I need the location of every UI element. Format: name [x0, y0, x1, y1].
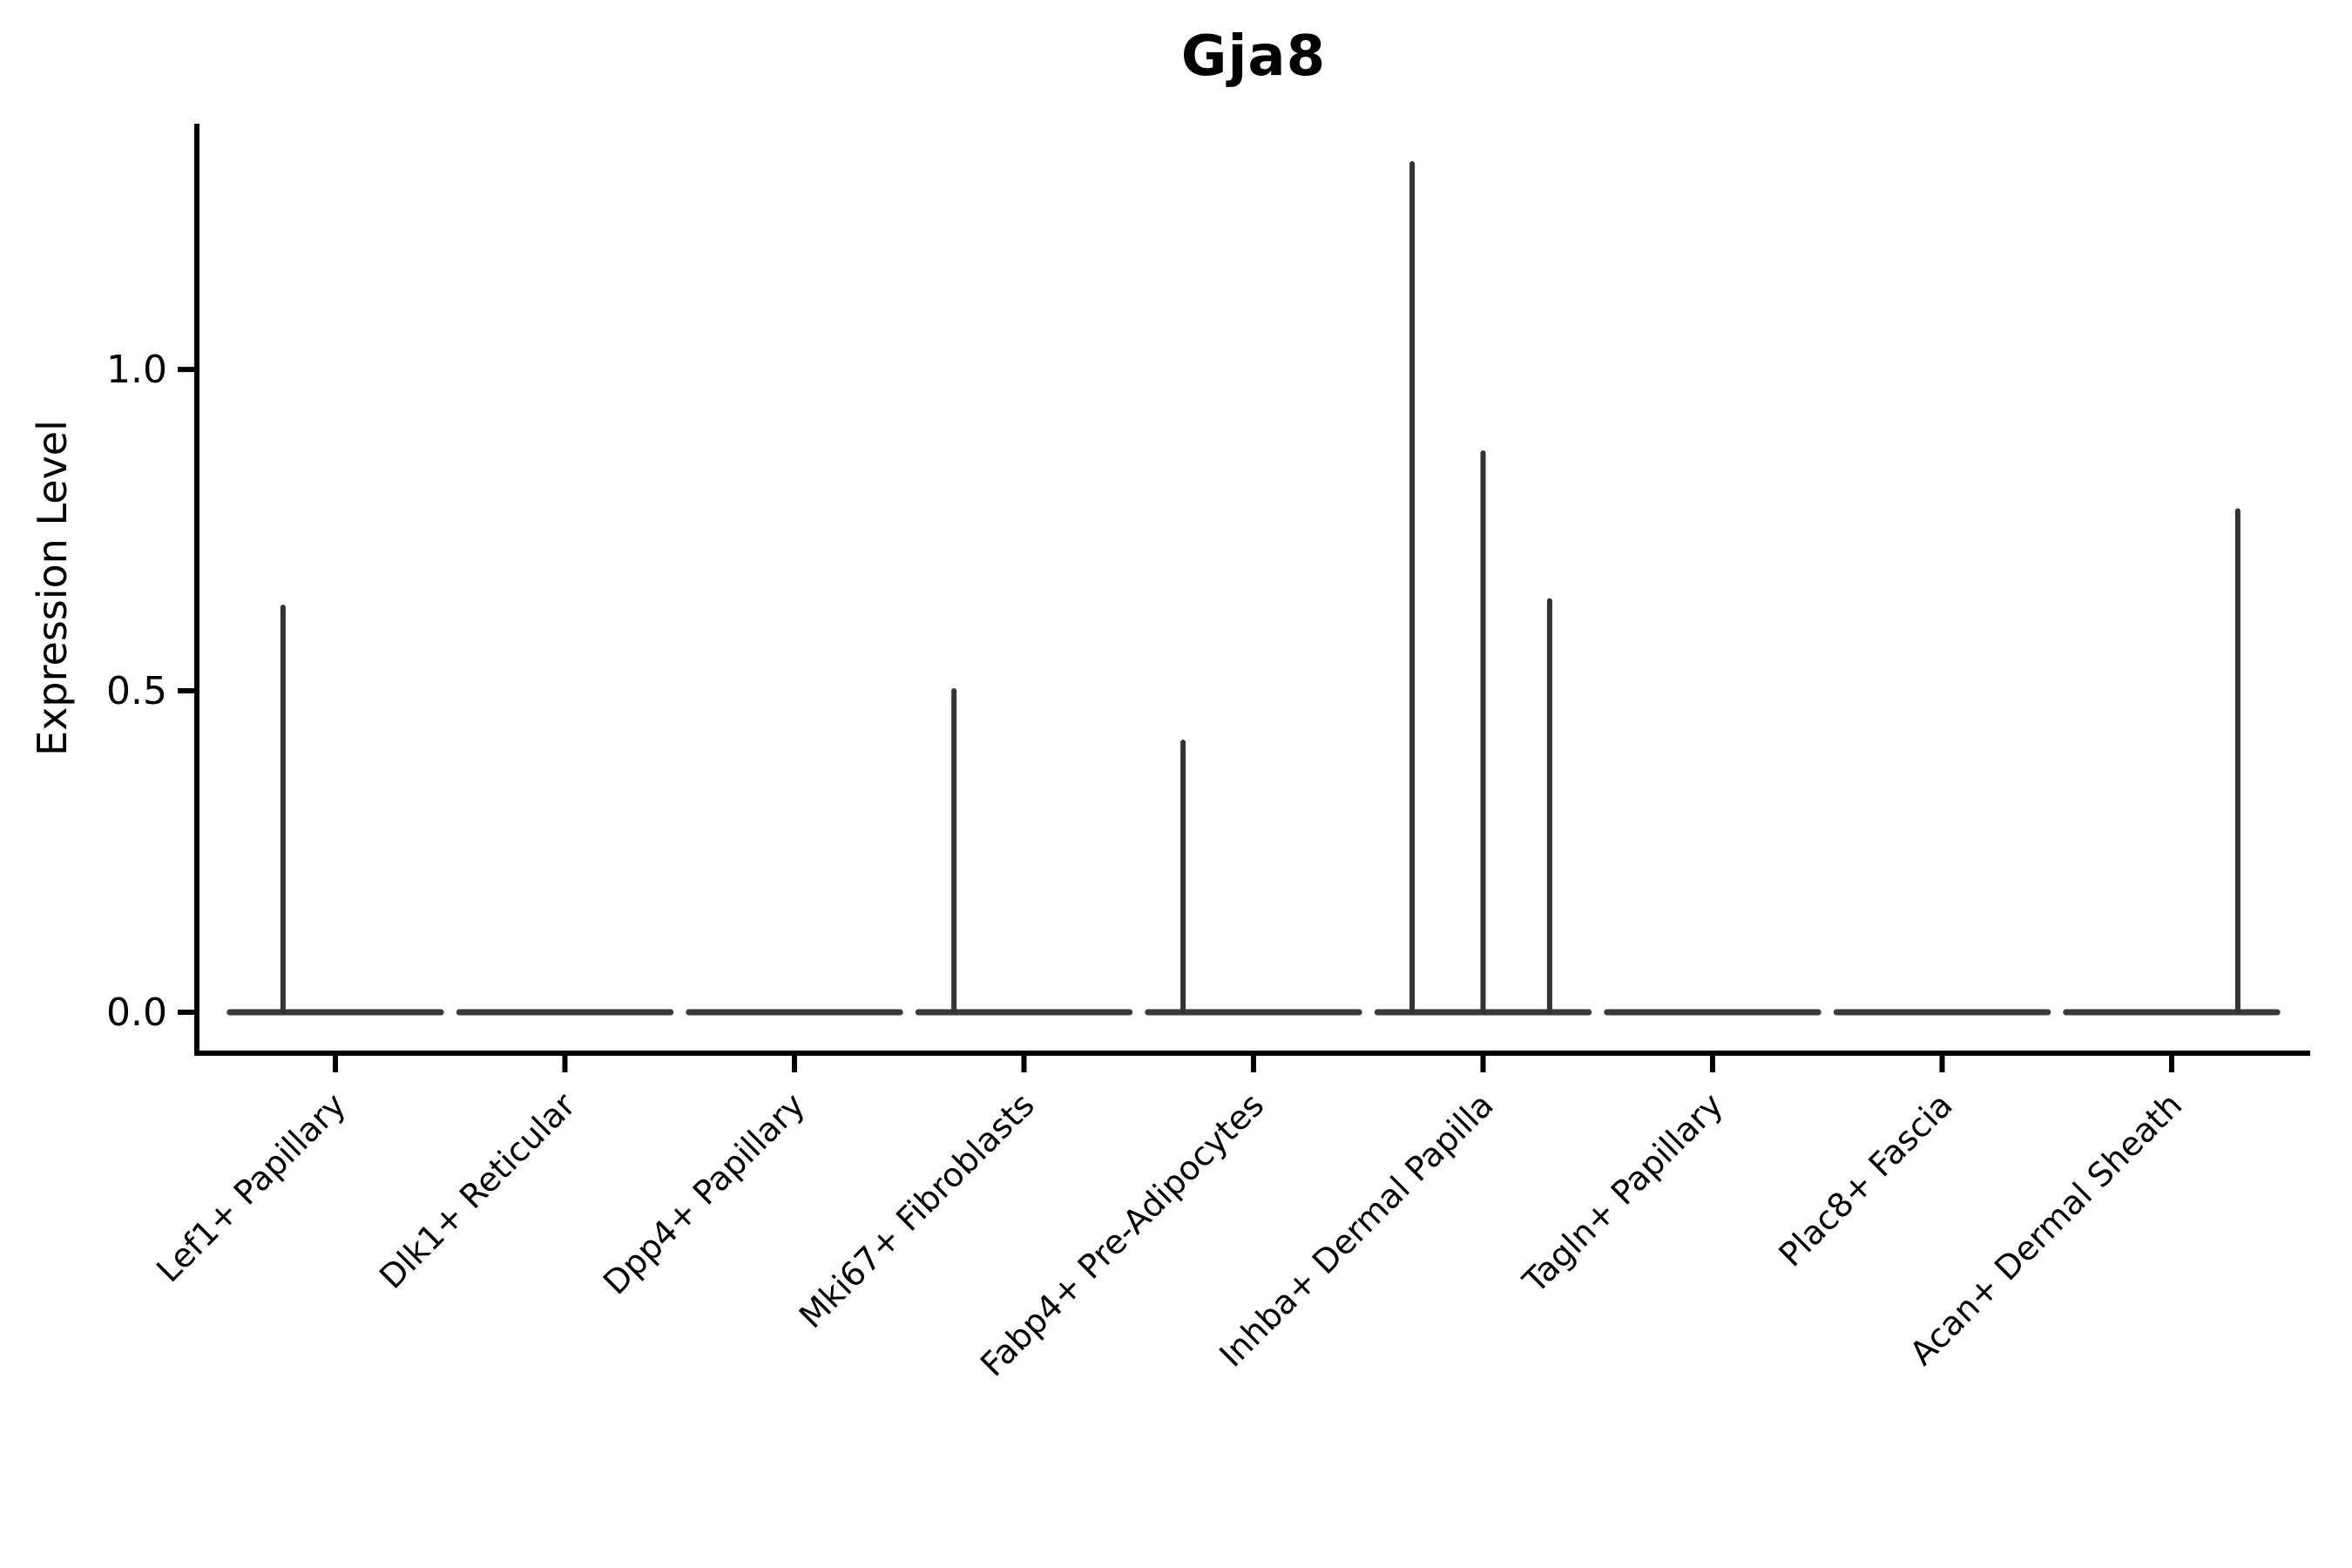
y-tick-label: 0.0 [106, 990, 167, 1035]
chart-title: Gja8 [1180, 24, 1327, 89]
x-tick-label: Acan+ Dermal Sheath [1903, 1085, 2189, 1372]
x-tick-label: Inhba+ Dermal Papilla [1212, 1085, 1501, 1375]
x-tick-label: Dlk1+ Reticular [372, 1085, 583, 1296]
x-tick-label: Dpp4+ Papillary [596, 1085, 812, 1301]
x-tick-label: Lef1+ Papillary [149, 1085, 353, 1289]
x-tick-label: Plac8+ Fascia [1772, 1085, 1960, 1274]
x-tick-label: Mki67+ Fibroblasts [792, 1085, 1042, 1335]
y-tick-label: 0.5 [106, 669, 167, 713]
x-tick-label: Tagln+ Papillary [1515, 1085, 1730, 1301]
y-tick-label: 1.0 [106, 348, 167, 392]
